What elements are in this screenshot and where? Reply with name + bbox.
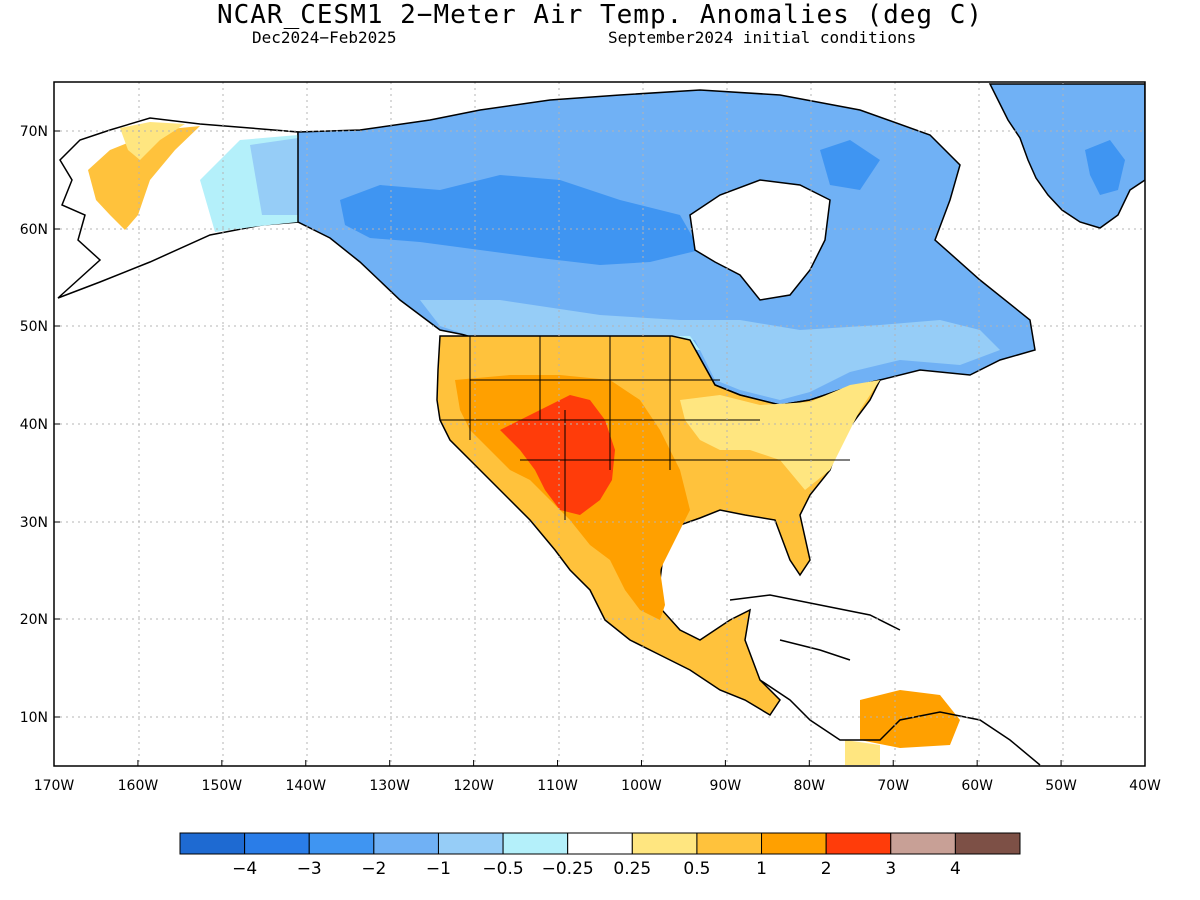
map-title: NCAR_CESM1 2−Meter Air Temp. Anomalies (…: [216, 0, 984, 30]
lon-label: 40W: [1129, 778, 1161, 794]
lat-label: 60N: [20, 222, 48, 238]
hudson-bay: [689, 179, 831, 301]
gridlines: [54, 82, 1145, 766]
colorbar-label: 2: [821, 859, 832, 879]
colorbar-swatch: [761, 832, 827, 855]
colorbar-swatch: [373, 832, 439, 855]
lon-label: 70W: [877, 778, 909, 794]
lon-label: 170W: [34, 778, 75, 794]
colorbar-swatch: [502, 832, 569, 855]
lon-label: 120W: [453, 778, 494, 794]
colorbar-label: −0.5: [482, 859, 523, 879]
colorbar-label: −0.25: [542, 859, 594, 879]
lat-label: 40N: [20, 417, 48, 433]
lon-label: 110W: [537, 778, 578, 794]
colorbar-swatch: [825, 832, 892, 855]
colorbar-swatch: [437, 832, 504, 855]
colorbar-label: −3: [297, 859, 322, 879]
borders: [440, 336, 850, 520]
colorbar-swatch: [696, 832, 763, 855]
colorbar-swatch: [308, 832, 375, 855]
forecast-period: Dec2024−Feb2025: [252, 28, 397, 47]
lon-label: 140W: [285, 778, 326, 794]
lon-label: 60W: [961, 778, 993, 794]
lon-label: 100W: [621, 778, 662, 794]
lon-label: 50W: [1045, 778, 1077, 794]
lat-label: 30N: [20, 515, 48, 531]
colorbar-label: −4: [232, 859, 257, 879]
colorbar-swatch: [244, 832, 310, 855]
coastlines: [729, 594, 1041, 766]
colorbar-label: −1: [426, 859, 451, 879]
colorbar-label: 0.25: [613, 859, 651, 879]
longitude-labels: 170W 160W 150W 140W 130W 120W 110W 100W 90W 80W 70…: [34, 760, 1161, 794]
colorbar-swatch: [954, 832, 1021, 855]
colorbar-label: 3: [885, 859, 896, 879]
colorbar-swatch: [567, 832, 633, 855]
lon-label: 130W: [369, 778, 410, 794]
colorbar-swatch: [890, 832, 956, 855]
colorbar-swatch: [179, 832, 246, 855]
lat-label: 10N: [20, 710, 48, 726]
lat-label: 50N: [20, 319, 48, 335]
colorbar-swatch: [631, 832, 698, 855]
colorbar-label: 1: [756, 859, 767, 879]
colorbar-label: 4: [950, 859, 961, 879]
colorbar-label: 0.5: [683, 859, 710, 879]
lon-label: 160W: [118, 778, 159, 794]
lat-label: 20N: [20, 612, 48, 628]
colorbar-labels: −4 −3 −2 −1 −0.5 −0.25 0.25 0.5 1 2 3 4: [232, 859, 961, 879]
colorbar: [179, 832, 1021, 855]
colorbar-label: −2: [361, 859, 386, 879]
lon-label: 80W: [793, 778, 825, 794]
map-field: [57, 83, 1145, 766]
latitude-labels: 70N 60N 50N 40N 30N 20N 10N: [20, 124, 60, 726]
lat-label: 70N: [20, 124, 48, 140]
initial-conditions: September2024 initial conditions: [608, 28, 917, 47]
lon-label: 90W: [710, 778, 742, 794]
lon-label: 150W: [202, 778, 243, 794]
